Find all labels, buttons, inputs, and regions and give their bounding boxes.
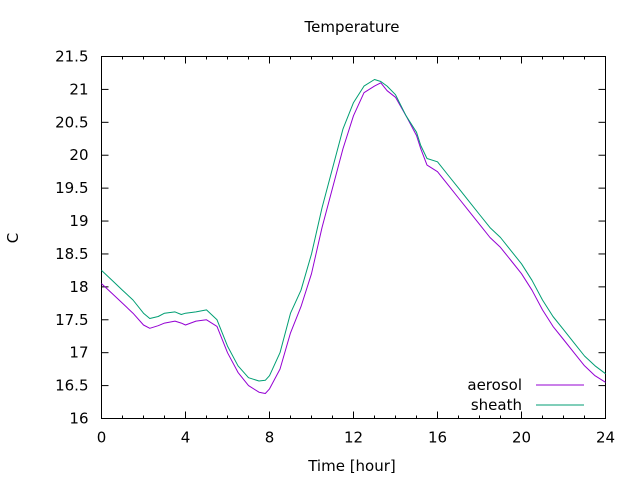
- y-axis-label: C: [4, 233, 22, 243]
- y-tick-label: 21: [69, 80, 88, 98]
- legend: aerosol sheath: [467, 376, 584, 414]
- x-axis-label: Time [hour]: [307, 457, 396, 475]
- y-tick-label: 16.5: [55, 377, 88, 395]
- series-lines: [101, 79, 606, 394]
- x-tick-label: 4: [181, 429, 191, 447]
- y-tick-label: 21.5: [55, 48, 88, 66]
- x-tick-label: 12: [344, 429, 363, 447]
- legend-label-sheath: sheath: [471, 396, 522, 414]
- y-tick-label: 18.5: [55, 245, 88, 263]
- x-tick-label: 24: [596, 429, 615, 447]
- axis-ticks: 0 4 8 12 16 20 24 16 16.5 17 17.5 18 18.5 19 19.5 20 20.…: [55, 48, 615, 447]
- y-tick-label: 17: [69, 344, 88, 362]
- y-tick-label: 16: [69, 410, 88, 428]
- y-tick-label: 20.5: [55, 113, 88, 131]
- y-tick-label: 18: [69, 278, 88, 296]
- y-tick-label: 17.5: [55, 311, 88, 329]
- plot-frame: [101, 56, 606, 419]
- legend-label-aerosol: aerosol: [467, 376, 522, 394]
- series-line-sheath: [101, 79, 606, 382]
- chart-title: Temperature: [303, 18, 399, 36]
- y-tick-label: 20: [69, 146, 88, 164]
- x-tick-label: 8: [265, 429, 275, 447]
- series-line-aerosol: [101, 82, 606, 394]
- y-tick-label: 19.5: [55, 179, 88, 197]
- y-tick-label: 19: [69, 212, 88, 230]
- x-tick-label: 20: [512, 429, 531, 447]
- x-tick-label: 0: [97, 429, 107, 447]
- x-tick-label: 16: [428, 429, 447, 447]
